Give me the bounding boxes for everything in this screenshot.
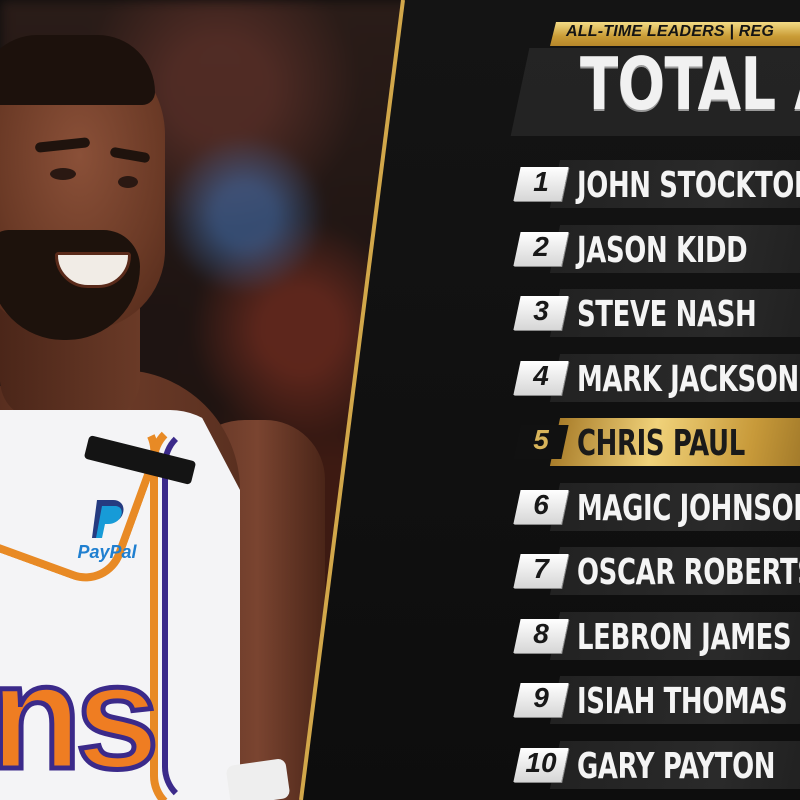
rank-number: 8 [533, 617, 549, 649]
sponsor-text: PayPal [77, 542, 137, 562]
player-name: STEVE NASH [577, 294, 757, 335]
left-eye [50, 168, 76, 180]
leader-row: 9 ISIAH THOMAS [513, 676, 800, 724]
rank-number: 4 [533, 359, 549, 391]
jersey [0, 410, 240, 800]
player-name: MAGIC JOHNSON [577, 487, 800, 529]
jersey-lettering: ns [0, 630, 162, 800]
wristband [225, 758, 291, 800]
page-title: TOTAL ASS [580, 42, 800, 126]
rank-number: 2 [533, 230, 549, 262]
leader-row: 7 OSCAR ROBERTSON [513, 547, 800, 595]
rank-number: 3 [533, 295, 549, 326]
leader-row: 2 JASON KIDD [513, 224, 800, 273]
player-name: JOHN STOCKTON [577, 165, 800, 206]
leader-row: 1 JOHN STOCKTON [513, 160, 800, 208]
leader-row: 6 MAGIC JOHNSON [513, 482, 800, 531]
rank-number: 10 [525, 746, 557, 778]
leader-row: 3 STEVE NASH [513, 289, 800, 337]
player-name: MARK JACKSON [577, 358, 799, 400]
rank-number: 5 [533, 424, 549, 455]
player-name: OSCAR ROBERTSON [577, 552, 800, 593]
jersey-arm-trim [150, 420, 246, 800]
jersey-arm-trim-purple [162, 425, 244, 800]
leader-row: 10 GARY PAYTON [513, 740, 800, 789]
rank-number: 6 [533, 488, 549, 520]
rank-number: 9 [533, 682, 549, 713]
paypal-logo-icon [92, 500, 124, 538]
right-eye [118, 176, 138, 188]
player-name: GARY PAYTON [577, 745, 776, 787]
player-name: ISIAH THOMAS [577, 681, 788, 722]
player-name: LEBRON JAMES [577, 616, 792, 658]
leader-row: 5 CHRIS PAUL [513, 418, 800, 466]
player-name: CHRIS PAUL [577, 423, 745, 464]
leader-row: 4 MARK JACKSON [513, 353, 800, 402]
sponsor-patch: PayPal [62, 498, 152, 563]
leader-row: 8 LEBRON JAMES [513, 611, 800, 660]
player-hair [0, 35, 155, 105]
rank-number: 7 [533, 553, 549, 584]
tagline-text: ALL-TIME LEADERS | REG [566, 23, 774, 40]
player-name: JASON KIDD [577, 229, 748, 271]
rank-number: 1 [533, 166, 549, 197]
